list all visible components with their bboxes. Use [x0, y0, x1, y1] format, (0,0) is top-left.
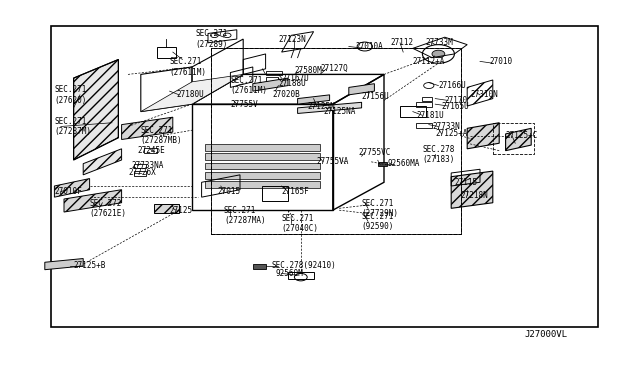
- Text: 27010F: 27010F: [54, 187, 82, 196]
- Polygon shape: [205, 172, 320, 179]
- Polygon shape: [122, 117, 173, 140]
- Polygon shape: [205, 163, 320, 169]
- Text: 27310N: 27310N: [470, 90, 498, 99]
- Text: 27112: 27112: [390, 38, 413, 47]
- Text: 27167U: 27167U: [282, 74, 309, 83]
- Text: SEC.271
(27040C): SEC.271 (27040C): [282, 214, 319, 233]
- Text: 92560MA: 92560MA: [387, 159, 420, 168]
- Bar: [154, 204, 179, 213]
- Polygon shape: [205, 144, 320, 151]
- Polygon shape: [54, 179, 90, 197]
- Polygon shape: [64, 190, 122, 212]
- Bar: [416, 123, 432, 128]
- Polygon shape: [349, 84, 374, 95]
- Text: 27170: 27170: [445, 96, 468, 105]
- Polygon shape: [467, 123, 499, 149]
- Bar: [262, 186, 288, 201]
- Polygon shape: [298, 95, 330, 104]
- Text: 27123N: 27123N: [278, 35, 306, 44]
- Text: 27180U: 27180U: [176, 90, 204, 99]
- Text: 27112+A: 27112+A: [413, 57, 445, 66]
- Text: 27165U: 27165U: [442, 102, 469, 110]
- Text: 27165F: 27165F: [282, 187, 309, 196]
- Text: 27181U: 27181U: [416, 111, 444, 120]
- Text: J27000VL: J27000VL: [525, 330, 568, 339]
- Bar: [266, 77, 278, 81]
- Polygon shape: [506, 128, 531, 151]
- Text: 27125+B: 27125+B: [74, 262, 106, 270]
- Text: 27125N: 27125N: [307, 102, 335, 110]
- Text: SEC.271
(27287MA): SEC.271 (27287MA): [224, 206, 266, 225]
- Text: SEC.271
(27287M): SEC.271 (27287M): [54, 117, 92, 136]
- Text: SEC.271
(27620): SEC.271 (27620): [54, 85, 87, 105]
- Bar: [134, 164, 146, 168]
- Polygon shape: [205, 153, 320, 160]
- Polygon shape: [298, 102, 362, 113]
- Polygon shape: [205, 181, 320, 188]
- Bar: [400, 106, 426, 117]
- Text: 27245E: 27245E: [138, 146, 165, 155]
- Polygon shape: [451, 171, 493, 208]
- Text: 27166U: 27166U: [438, 81, 466, 90]
- Text: SEC.271
(27611M): SEC.271 (27611M): [230, 76, 268, 95]
- Text: 27156U: 27156U: [362, 92, 389, 101]
- Text: 27733N: 27733N: [432, 122, 460, 131]
- Text: 27733M: 27733M: [426, 38, 453, 47]
- Text: SEC.278(92410): SEC.278(92410): [272, 262, 337, 270]
- Text: 27188U: 27188U: [278, 79, 306, 88]
- Text: SEC.278
(27183): SEC.278 (27183): [422, 145, 455, 164]
- Text: SEC.271
(27611M): SEC.271 (27611M): [170, 57, 207, 77]
- Polygon shape: [45, 259, 83, 270]
- Text: SEC.272
(27621E): SEC.272 (27621E): [90, 199, 127, 218]
- Text: 27115: 27115: [454, 178, 477, 187]
- Bar: [211, 48, 461, 234]
- Text: 27726X: 27726X: [128, 169, 156, 177]
- Polygon shape: [141, 74, 243, 112]
- Bar: [253, 264, 266, 269]
- Bar: [134, 171, 146, 176]
- Text: 27125+C: 27125+C: [506, 131, 538, 140]
- Circle shape: [432, 50, 445, 58]
- Text: 27580M: 27580M: [294, 66, 322, 75]
- Bar: [416, 102, 432, 107]
- Text: 27125NA: 27125NA: [323, 107, 356, 116]
- Bar: [266, 71, 282, 75]
- Text: 27125+A: 27125+A: [435, 129, 468, 138]
- Text: 27010: 27010: [490, 57, 513, 66]
- Text: 27010A: 27010A: [355, 42, 383, 51]
- Text: 27127Q: 27127Q: [320, 64, 348, 73]
- Polygon shape: [74, 60, 118, 160]
- Bar: [378, 162, 387, 166]
- Polygon shape: [83, 149, 122, 175]
- Text: 27755VA: 27755VA: [317, 157, 349, 166]
- Text: 27755V: 27755V: [230, 100, 258, 109]
- Text: SEC.271
(27289): SEC.271 (27289): [195, 29, 228, 49]
- Bar: [422, 97, 432, 101]
- Bar: [288, 272, 314, 279]
- Text: 27125: 27125: [170, 206, 193, 215]
- Text: 27015: 27015: [218, 187, 241, 196]
- Text: SEC.271
(92590): SEC.271 (92590): [362, 212, 394, 231]
- Polygon shape: [253, 78, 288, 91]
- Bar: [144, 148, 157, 153]
- Text: 27020B: 27020B: [272, 90, 300, 99]
- Text: 92560M: 92560M: [275, 269, 303, 278]
- Text: 27755VC: 27755VC: [358, 148, 391, 157]
- Text: 27733NA: 27733NA: [131, 161, 164, 170]
- Text: SEC.271
(27729N): SEC.271 (27729N): [362, 199, 399, 218]
- Bar: [493, 123, 534, 154]
- Text: 27218N: 27218N: [461, 191, 488, 200]
- Text: SEC.271
(27287MB): SEC.271 (27287MB): [141, 126, 182, 145]
